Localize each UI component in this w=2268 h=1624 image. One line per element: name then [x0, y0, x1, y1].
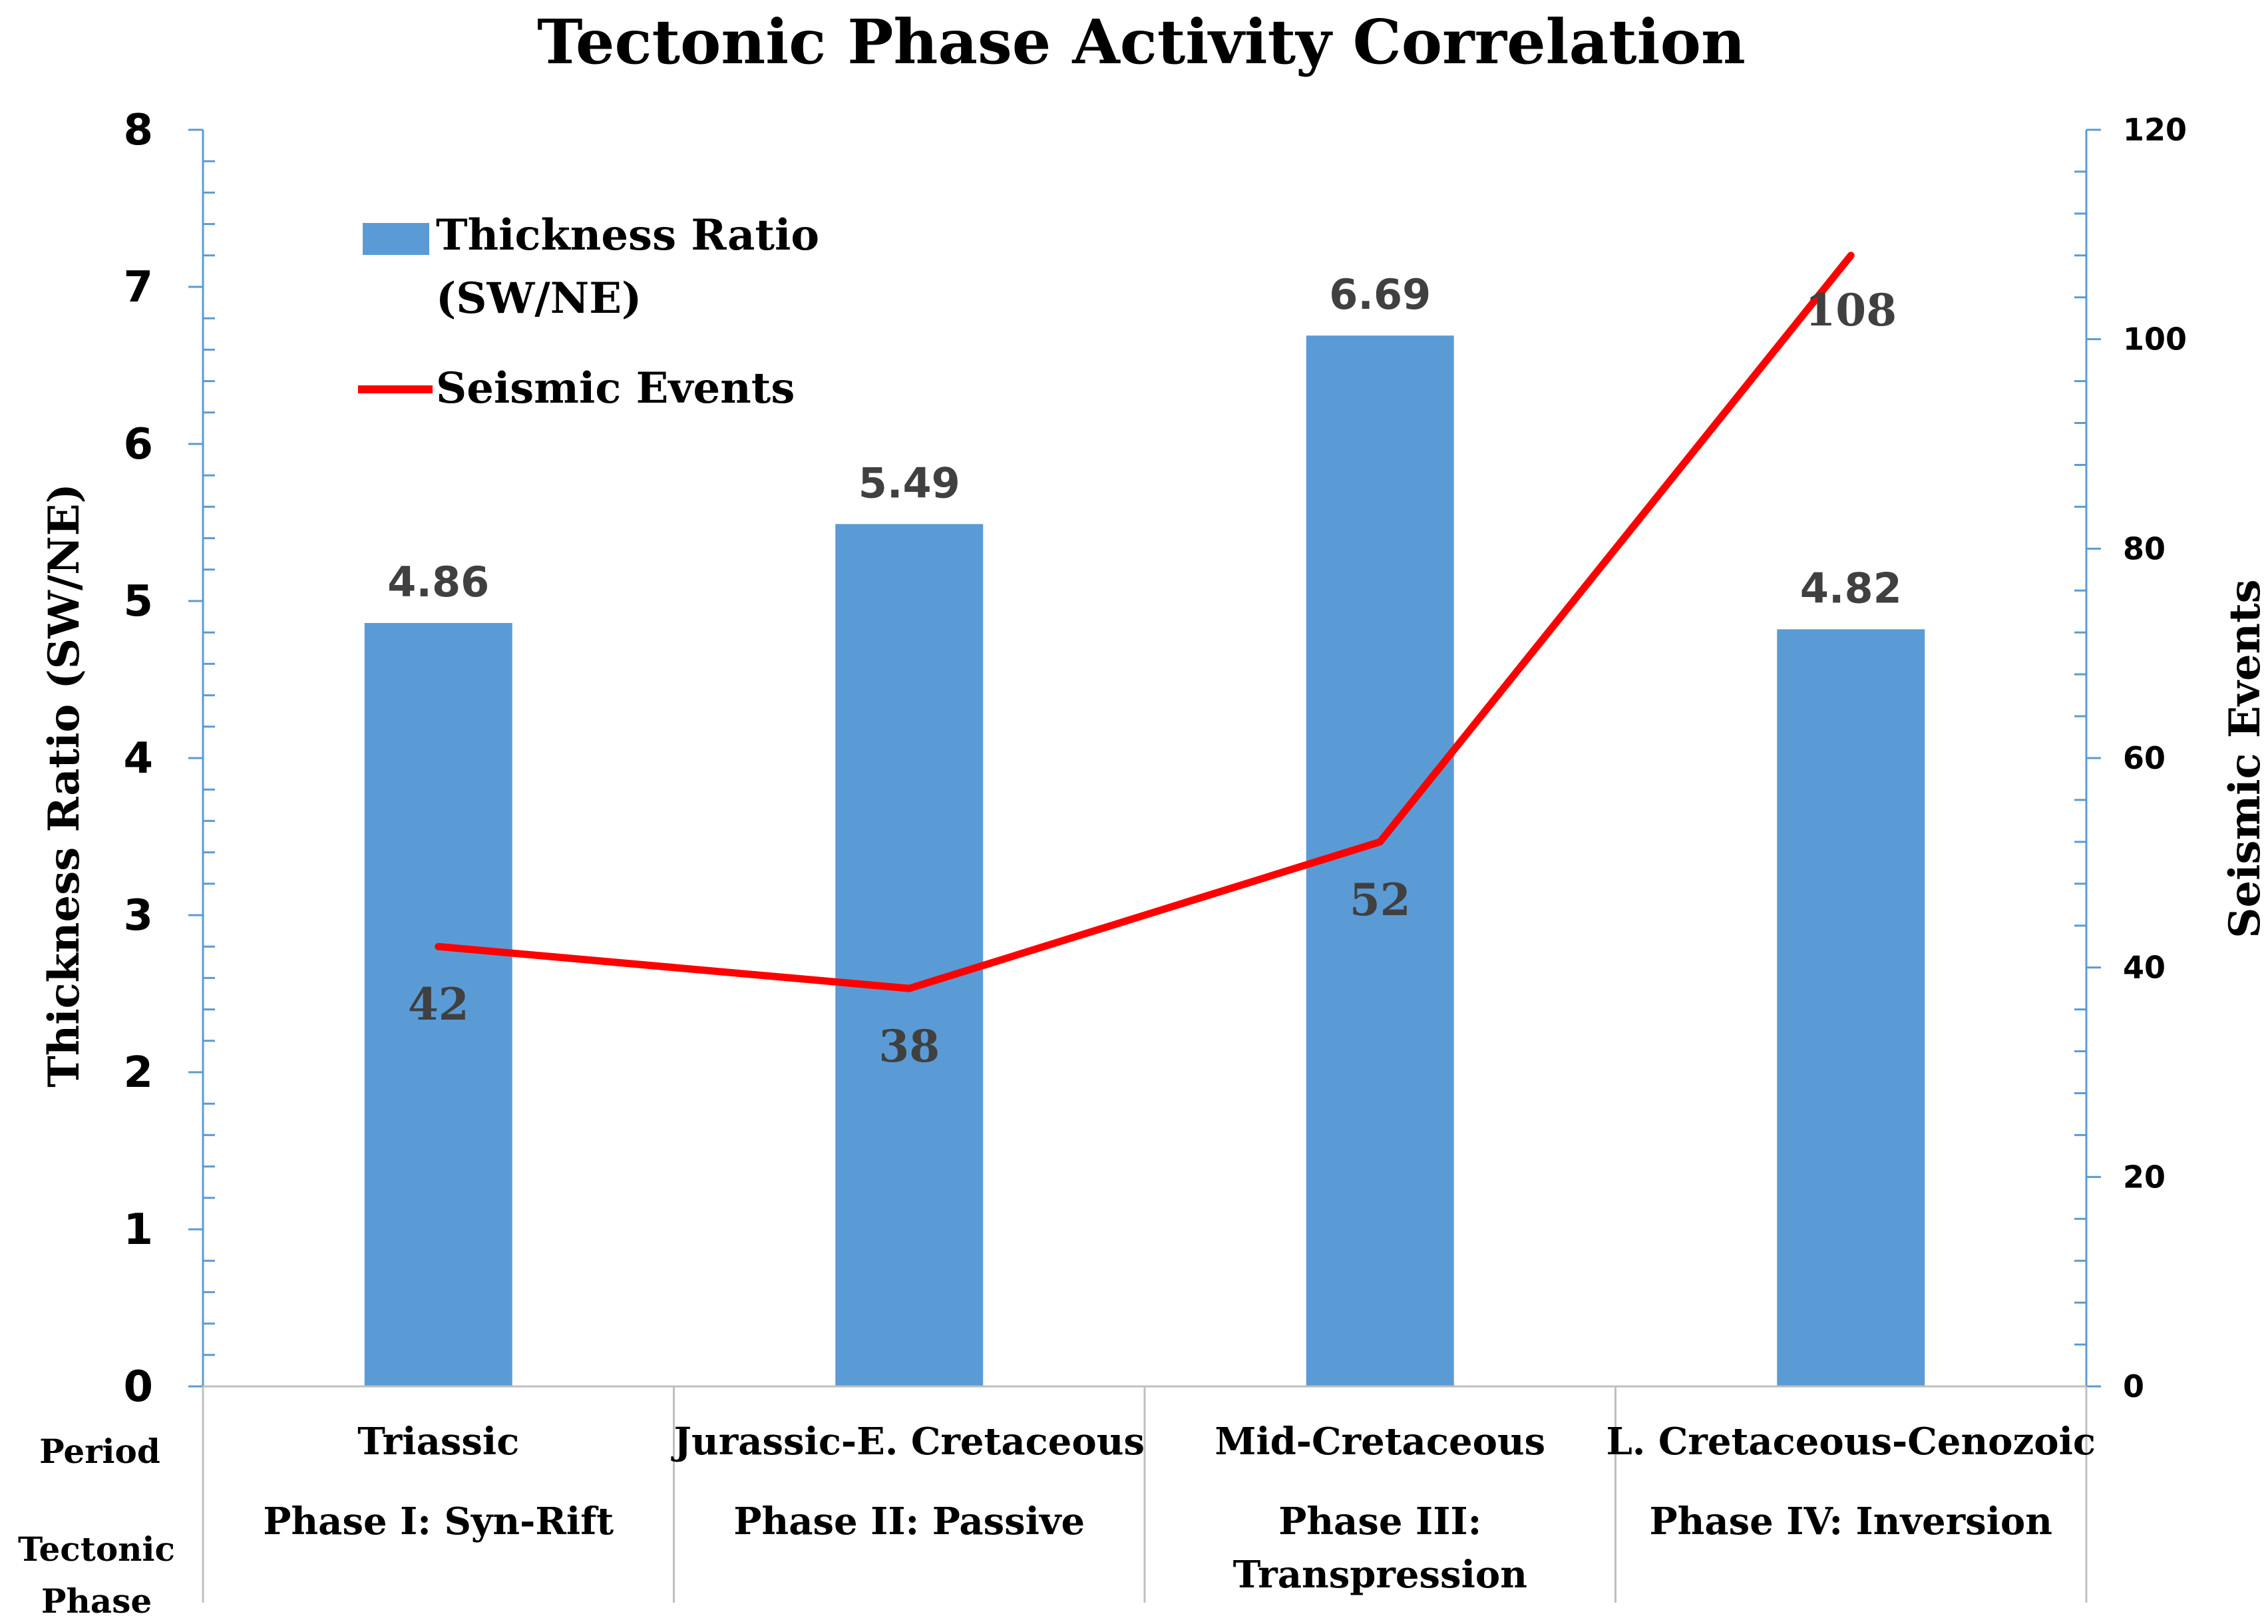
right-tick-label: 120: [2123, 112, 2187, 148]
legend-bar-label: Thickness Ratio: [436, 210, 819, 260]
legend: Thickness Ratio (SW/NE) Seismic Events: [358, 210, 819, 413]
bar-value-label: 4.86: [387, 558, 489, 606]
category-table: Period Tectonic Phase Triassic Jurassic-E. C…: [18, 1385, 2096, 1621]
phase-label: Phase I: Syn-Rift: [263, 1500, 614, 1543]
bars-series: [364, 335, 1925, 1386]
bar-value-label: 6.69: [1329, 270, 1431, 319]
left-tick-label: 2: [123, 1048, 153, 1098]
y-left-axis-label: Thickness Ratio (SW/NE): [39, 483, 89, 1088]
bar: [364, 623, 512, 1386]
phase-label: Phase II: Passive: [733, 1500, 1085, 1543]
row-label-phase: Tectonic Phase: [18, 1529, 175, 1621]
legend-bar-label-line2: (SW/NE): [436, 274, 642, 323]
right-tick-label: 0: [2123, 1368, 2144, 1404]
category-label: L. Cretaceous-Cenozoic: [1606, 1420, 2096, 1464]
bar: [835, 524, 984, 1386]
left-tick-label: 3: [123, 891, 153, 940]
chart-title: Tectonic Phase Activity Correlation: [537, 6, 1746, 78]
row-label-period: Period: [39, 1432, 160, 1471]
left-tick-label: 7: [123, 263, 153, 312]
left-axis: 0 1 2 3 4 5 6 7 8: [123, 106, 215, 1412]
bar-value-label: 4.82: [1800, 564, 1902, 612]
category-label: Triassic: [357, 1420, 519, 1464]
left-tick-label: 4: [123, 734, 153, 783]
legend-line-label: Seismic Events: [436, 363, 795, 413]
line-value-label: 38: [878, 1020, 940, 1072]
legend-bar-swatch: [363, 223, 429, 255]
left-tick-label: 8: [123, 106, 153, 155]
left-tick-label: 0: [123, 1362, 153, 1412]
bar-value-label: 5.49: [858, 459, 960, 507]
phase-label: Phase IV: Inversion: [1650, 1500, 2052, 1543]
line-value-label: 52: [1350, 874, 1411, 926]
right-tick-label: 20: [2123, 1159, 2166, 1195]
seismic-line: [435, 252, 1855, 992]
category-label: Mid-Cretaceous: [1215, 1420, 1545, 1464]
right-tick-label: 80: [2123, 530, 2166, 566]
left-tick-label: 6: [123, 420, 153, 469]
left-tick-label: 1: [123, 1205, 153, 1255]
right-tick-label: 40: [2123, 950, 2166, 986]
line-value-label: 108: [1805, 284, 1897, 336]
left-tick-label: 5: [123, 577, 153, 626]
bar: [1777, 629, 1925, 1386]
category-label: Jurassic-E. Cretaceous: [670, 1420, 1145, 1464]
phase-label: Phase III: Transpression: [1233, 1500, 1527, 1597]
line-value-label: 42: [408, 978, 469, 1030]
right-tick-label: 100: [2123, 321, 2187, 357]
y-right-axis-label: Seismic Events: [2220, 579, 2268, 938]
right-tick-label: 60: [2123, 740, 2166, 776]
right-axis: 0 20 40 60 80 100 120: [2074, 112, 2187, 1404]
data-labels: 4.86 5.49 6.69 4.82 42 38 52 108: [387, 270, 1901, 1072]
line-series: [435, 252, 1855, 992]
